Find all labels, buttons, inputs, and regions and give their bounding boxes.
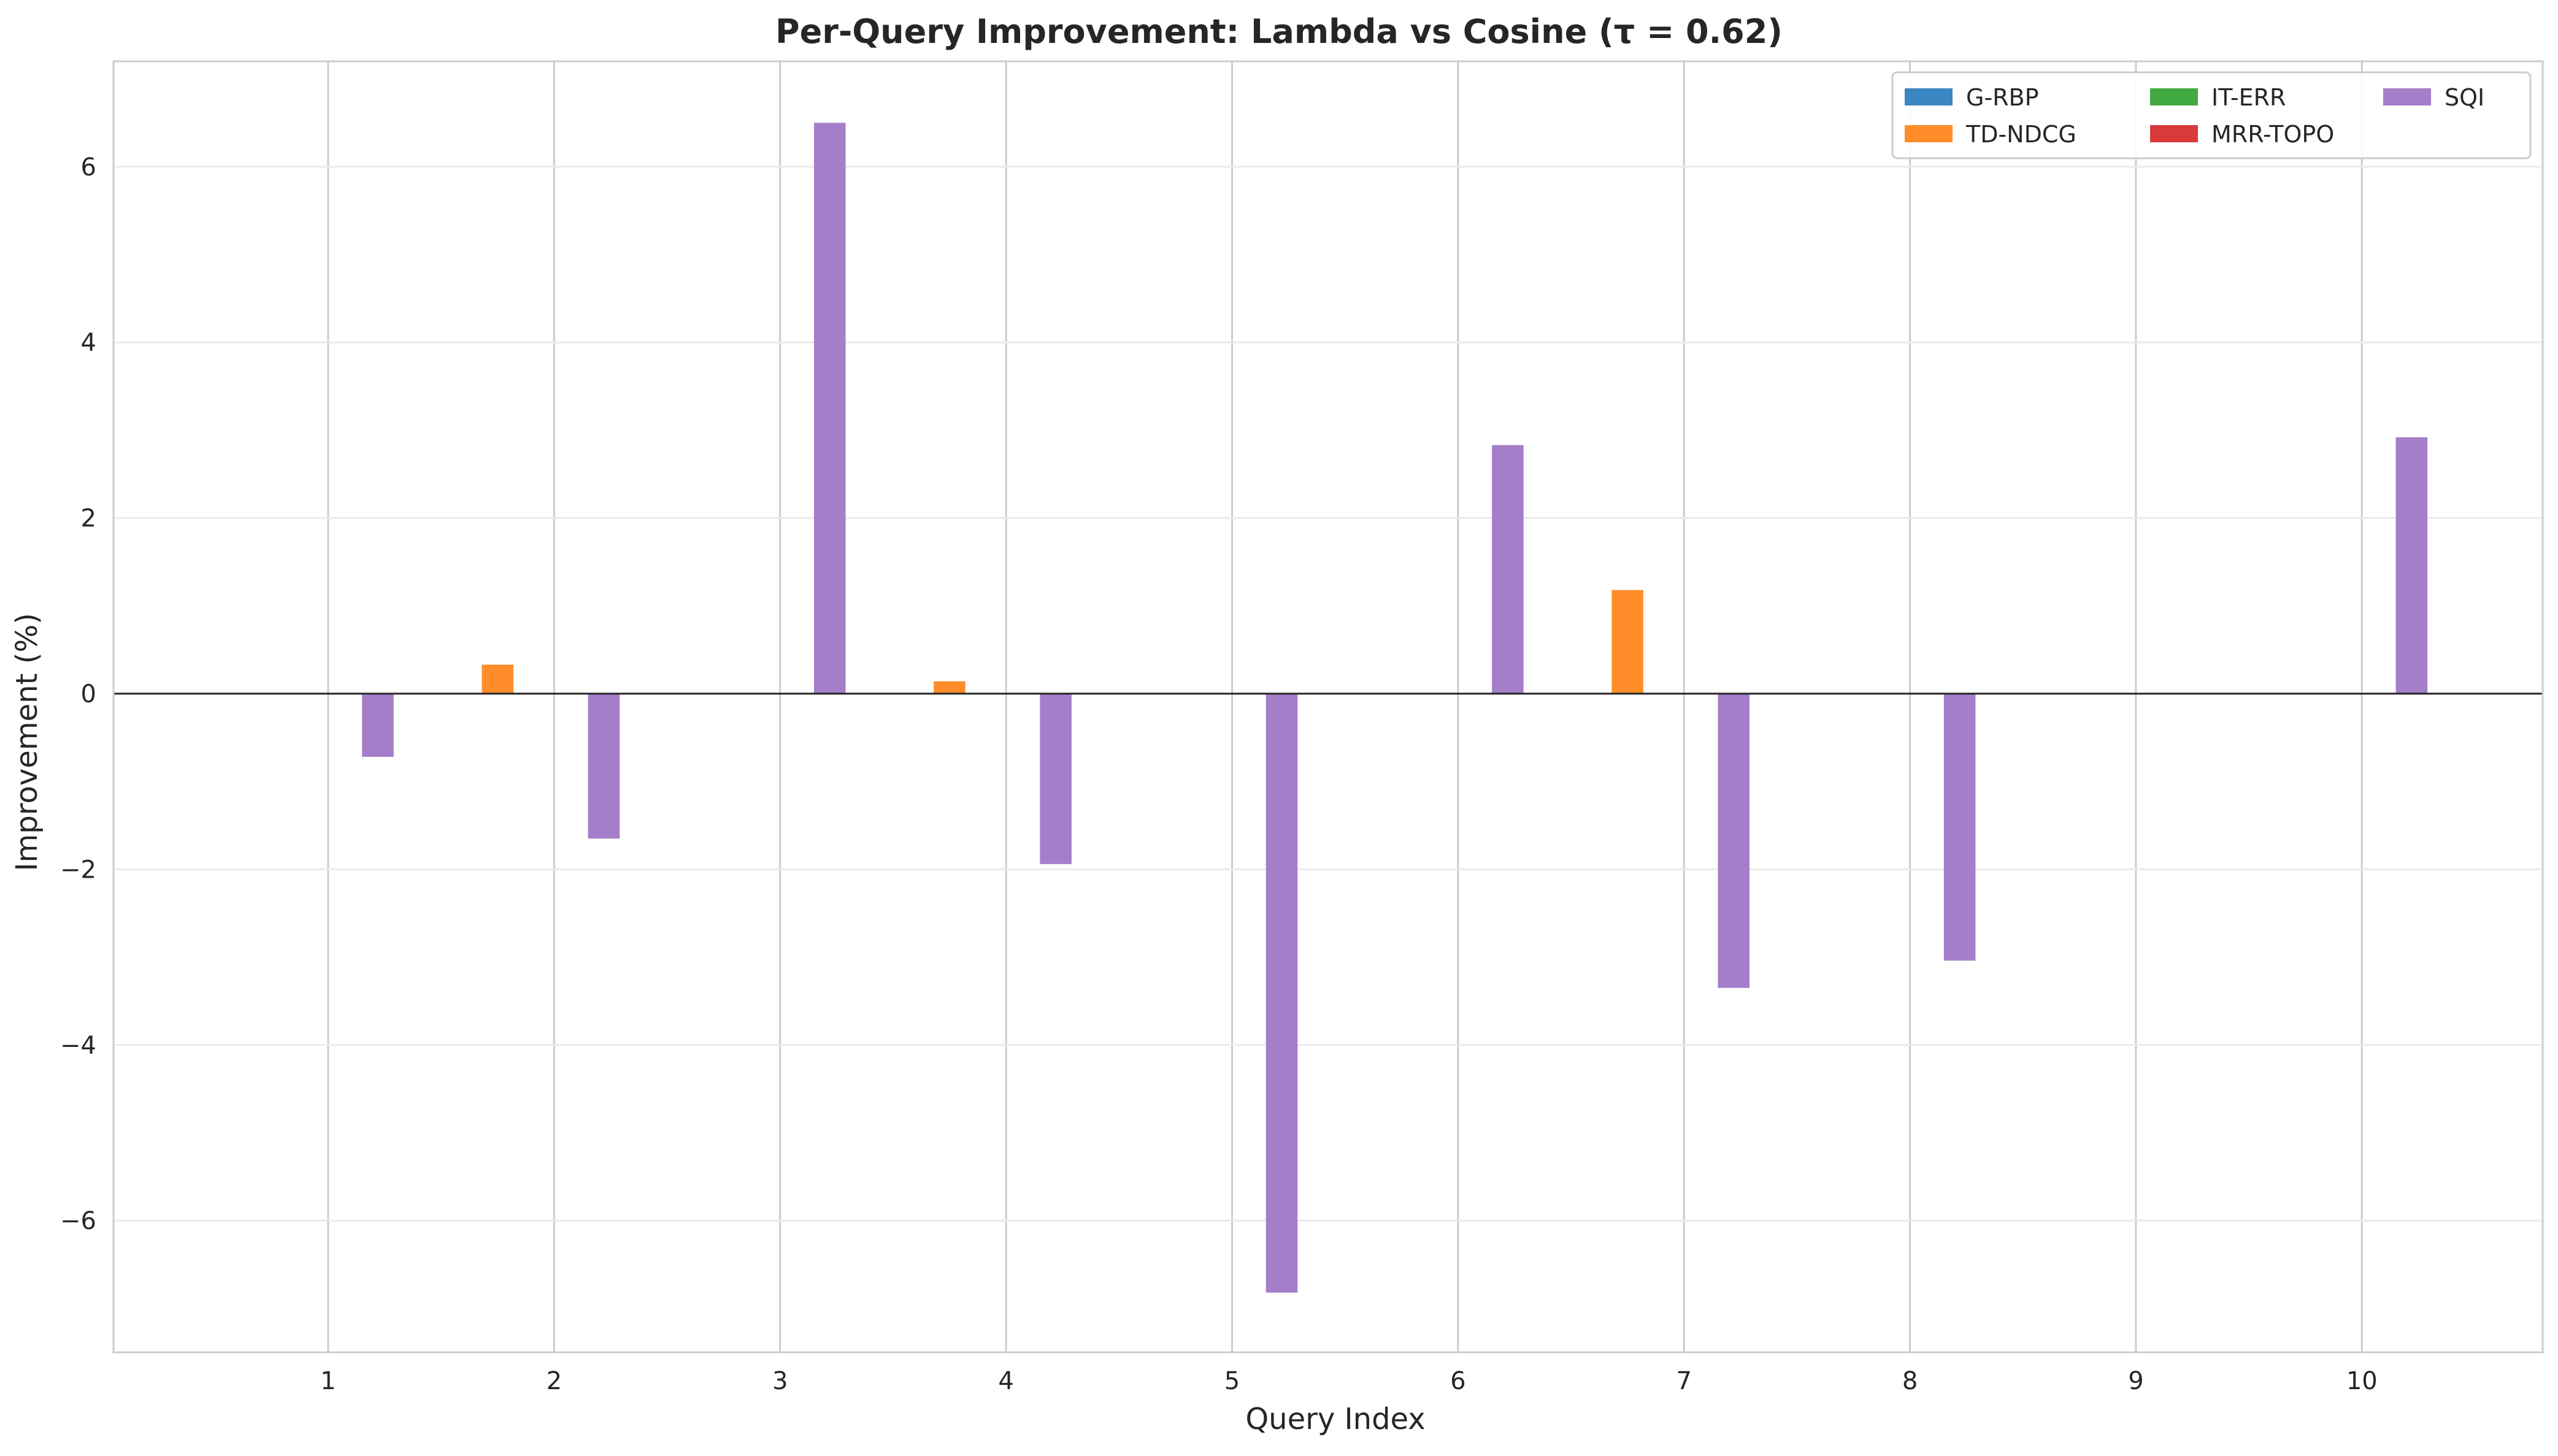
bar-td-ndcg xyxy=(1611,590,1643,694)
bar-sqi xyxy=(1943,694,1976,961)
y-tick-label: 4 xyxy=(81,329,96,357)
bar-sqi xyxy=(588,694,620,839)
legend-label: G-RBP xyxy=(1966,84,2039,111)
y-axis-ticks: −6 −4 −2 0 2 4 6 xyxy=(60,153,96,1235)
legend-label: SQI xyxy=(2445,84,2484,111)
bars xyxy=(362,123,2428,1293)
bar-sqi xyxy=(813,123,846,694)
plot-frame xyxy=(112,60,2544,1354)
x-tick-label: 9 xyxy=(2128,1367,2143,1395)
y-tick-label: −4 xyxy=(60,1032,96,1060)
legend-swatch xyxy=(2383,88,2431,105)
legend-swatch xyxy=(1905,88,1953,105)
bar-sqi xyxy=(362,694,394,757)
x-tick-label: 7 xyxy=(1676,1367,1691,1395)
chart-title: Per-Query Improvement: Lambda vs Cosine … xyxy=(775,12,1783,51)
y-tick-label: 0 xyxy=(81,680,96,708)
x-axis-label: Query Index xyxy=(1245,1402,1425,1436)
x-tick-label: 8 xyxy=(1902,1367,1918,1395)
bar-sqi xyxy=(1492,445,1524,694)
plot-background xyxy=(113,61,2543,1352)
legend-swatch xyxy=(1905,125,1953,142)
x-tick-label: 10 xyxy=(2346,1367,2378,1395)
bar-sqi xyxy=(2395,437,2428,694)
y-tick-label: −2 xyxy=(60,856,96,884)
x-tick-label: 4 xyxy=(998,1367,1013,1395)
bar-sqi xyxy=(1718,694,1750,988)
legend-label: MRR-TOPO xyxy=(2211,121,2334,148)
y-tick-label: 6 xyxy=(81,153,96,182)
legend-swatch xyxy=(2150,125,2198,142)
x-tick-label: 3 xyxy=(772,1367,788,1395)
x-tick-label: 2 xyxy=(547,1367,562,1395)
bar-sqi xyxy=(1040,694,1072,864)
plot-area xyxy=(112,60,2544,1354)
x-tick-label: 1 xyxy=(320,1367,336,1395)
bar-td-ndcg xyxy=(934,681,966,694)
y-tick-label: 2 xyxy=(81,505,96,533)
bar-sqi xyxy=(1266,694,1298,1293)
x-tick-label: 6 xyxy=(1450,1367,1465,1395)
y-axis-label: Improvement (%) xyxy=(10,613,44,871)
y-tick-label: −6 xyxy=(60,1207,96,1235)
x-axis-ticks: 1 2 3 4 5 6 7 8 9 10 xyxy=(320,1367,2378,1395)
legend-box xyxy=(1891,71,2532,159)
legend: G-RBP TD-NDCG IT-ERR MRR-TOPO SQI xyxy=(1891,71,2532,159)
x-tick-label: 5 xyxy=(1224,1367,1240,1395)
legend-label: TD-NDCG xyxy=(1965,121,2076,148)
legend-label: IT-ERR xyxy=(2211,84,2286,111)
legend-swatch xyxy=(2150,88,2198,105)
bar-td-ndcg xyxy=(482,664,514,694)
